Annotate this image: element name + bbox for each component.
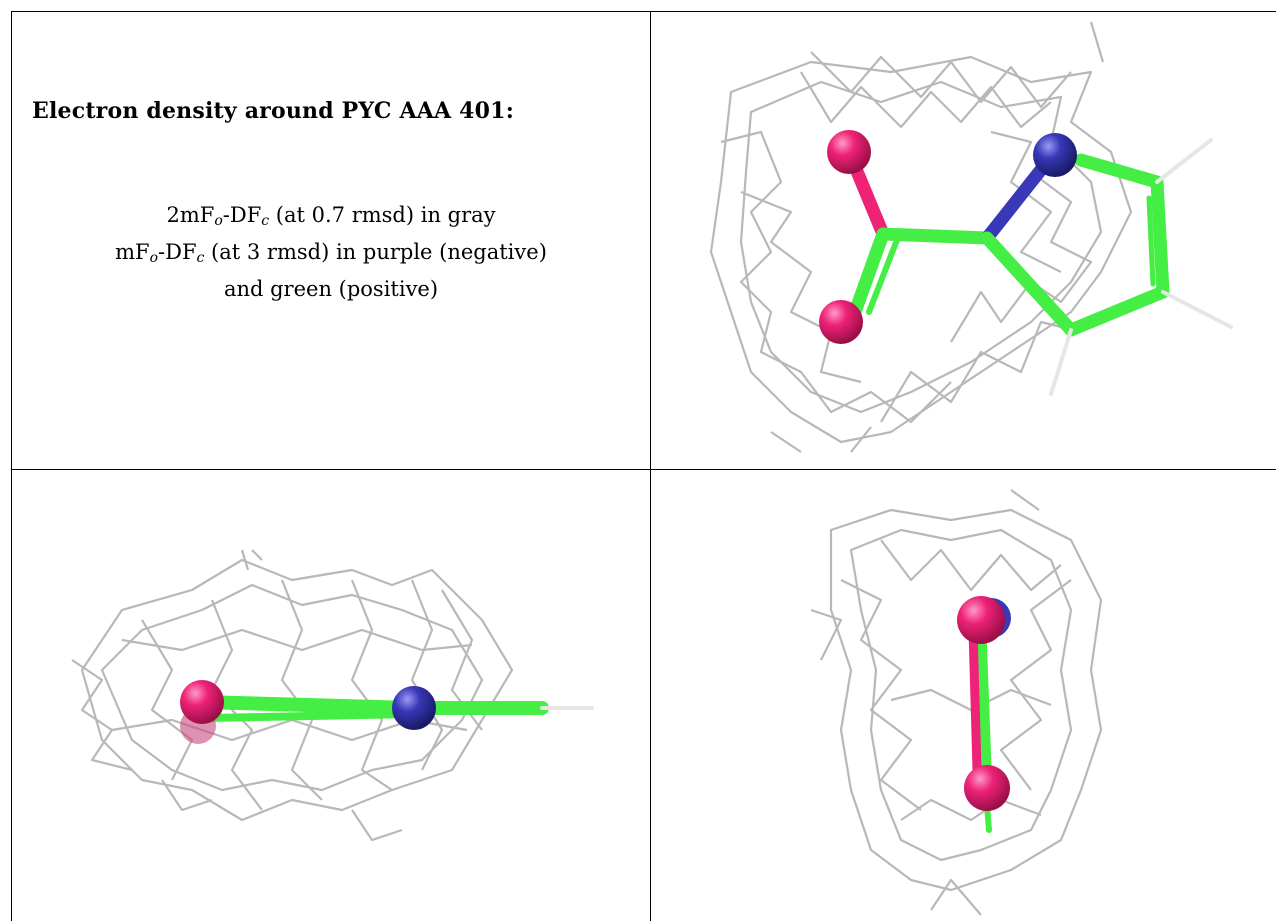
- legend-text: 2mFo-DFc (at 0.7 rmsd) in gray mFo-DFc (…: [12, 200, 650, 305]
- panel-bottom-left: [12, 470, 650, 921]
- figure-grid: Electron density around PYC AAA 401: 2mF…: [11, 11, 1276, 921]
- legend-line-1: 2mFo-DFc (at 0.7 rmsd) in gray: [166, 203, 496, 229]
- caption-cell: Electron density around PYC AAA 401: 2mF…: [12, 12, 650, 469]
- oxygen-atom-bottom: [964, 765, 1010, 811]
- legend-line-3: and green (positive): [223, 277, 439, 301]
- legend-line-2: mFo-DFc (at 3 rmsd) in purple (negative): [115, 240, 547, 266]
- density-mesh-end: [810, 489, 1103, 916]
- oxygen-atom-top: [957, 596, 1005, 644]
- ligand-side: [180, 680, 594, 744]
- grid-top-border: [11, 11, 1276, 12]
- molecule-view-top: [709, 21, 1233, 453]
- grid-mid-border: [11, 469, 1276, 470]
- panel-top-right: [651, 12, 1276, 469]
- figure-title: Electron density around PYC AAA 401:: [32, 98, 515, 124]
- density-mesh-top: [709, 21, 1133, 453]
- molecule-view-side: [71, 549, 594, 842]
- oxygen-atom-front: [180, 680, 224, 724]
- nitrogen-atom: [1033, 133, 1077, 177]
- ligand-end: [957, 596, 1011, 833]
- density-mesh-side: [71, 549, 514, 842]
- grid-left-border: [11, 11, 12, 921]
- oxygen-atom-2: [819, 300, 863, 344]
- panel-bottom-right: [651, 470, 1276, 921]
- nitrogen-atom: [392, 686, 436, 730]
- molecule-view-end: [810, 489, 1103, 916]
- oxygen-atom-1: [827, 130, 871, 174]
- grid-center-border: [650, 11, 651, 921]
- ligand-top: [819, 130, 1233, 396]
